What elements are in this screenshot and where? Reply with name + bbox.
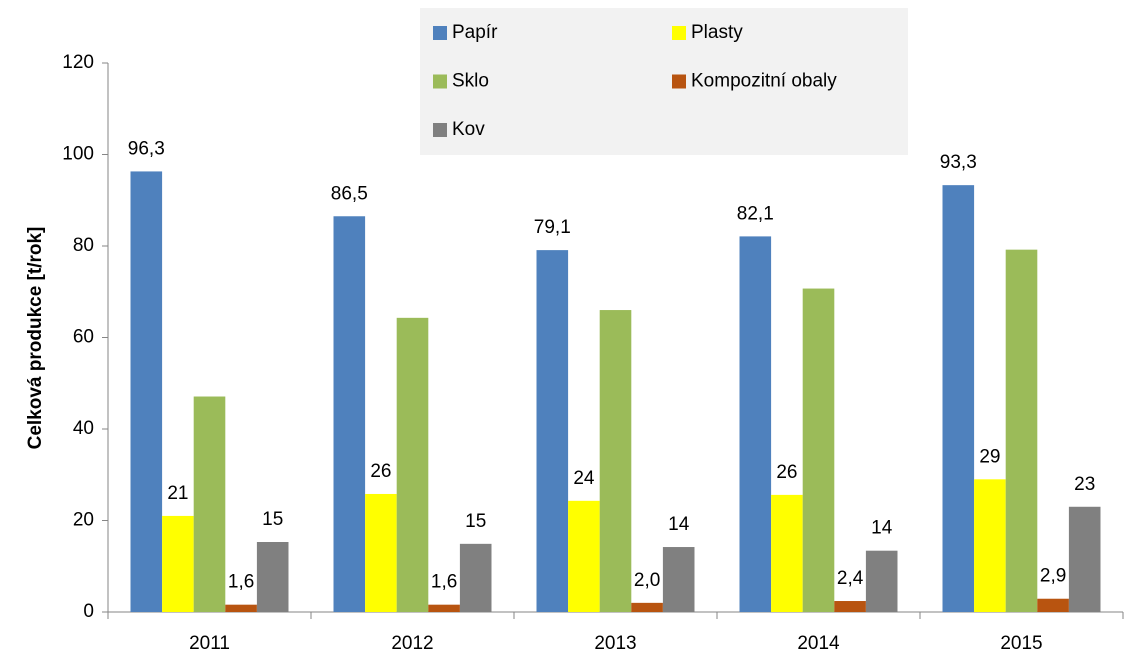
x-tick-label: 2014 bbox=[797, 633, 840, 654]
y-tick-label: 100 bbox=[62, 144, 94, 165]
y-axis-label: Celková produkce [t/rok] bbox=[25, 227, 46, 450]
data-label: 79,1 bbox=[534, 217, 571, 238]
data-label: 29 bbox=[979, 446, 1000, 467]
legend-label: Sklo bbox=[452, 71, 489, 92]
data-label: 1,6 bbox=[431, 572, 457, 593]
bar bbox=[1005, 249, 1038, 612]
data-label: 15 bbox=[465, 511, 486, 532]
data-label: 1,6 bbox=[228, 572, 254, 593]
bar bbox=[631, 602, 663, 612]
bar bbox=[739, 236, 772, 612]
data-label: 14 bbox=[871, 518, 893, 539]
data-label: 26 bbox=[776, 462, 797, 483]
legend-swatch bbox=[672, 74, 686, 89]
x-tick-label: 2015 bbox=[1000, 633, 1042, 654]
y-tick-label: 60 bbox=[73, 327, 94, 348]
data-label: 86,5 bbox=[331, 183, 368, 204]
data-label: 82,1 bbox=[737, 203, 774, 224]
data-label: 2,9 bbox=[1040, 566, 1066, 587]
x-tick-label: 2012 bbox=[391, 633, 433, 654]
data-label: 2,0 bbox=[634, 570, 660, 591]
legend-label: Kompozitní obaly bbox=[691, 71, 837, 92]
bar bbox=[225, 604, 257, 612]
data-label: 23 bbox=[1074, 474, 1095, 495]
bar bbox=[599, 310, 632, 612]
x-tick-label: 2013 bbox=[594, 633, 636, 654]
bar bbox=[333, 216, 366, 612]
bar bbox=[536, 250, 569, 612]
bar bbox=[1068, 506, 1101, 612]
legend-swatch bbox=[433, 26, 447, 40]
bar bbox=[568, 500, 600, 612]
data-label: 2,4 bbox=[837, 568, 864, 589]
bar bbox=[771, 494, 803, 612]
y-tick-label: 0 bbox=[83, 601, 94, 622]
data-label: 14 bbox=[668, 514, 690, 535]
y-tick-label: 20 bbox=[73, 510, 94, 531]
legend-label: Kov bbox=[452, 119, 485, 140]
bar bbox=[834, 601, 866, 612]
bar bbox=[428, 604, 460, 612]
data-label: 21 bbox=[167, 483, 188, 504]
bar bbox=[162, 515, 194, 612]
data-label: 96,3 bbox=[128, 138, 165, 159]
data-label: 93,3 bbox=[940, 152, 977, 173]
data-label: 15 bbox=[262, 509, 283, 530]
legend-box bbox=[420, 8, 908, 155]
bar bbox=[802, 288, 835, 612]
y-tick-label: 80 bbox=[73, 235, 94, 256]
bar bbox=[865, 550, 898, 612]
y-tick-label: 40 bbox=[73, 418, 94, 439]
bar bbox=[256, 542, 289, 612]
legend-swatch bbox=[672, 26, 686, 40]
data-label: 26 bbox=[370, 461, 391, 482]
legend-label: Plasty bbox=[691, 22, 743, 43]
bar bbox=[974, 479, 1006, 612]
bar bbox=[662, 547, 695, 612]
data-label: 24 bbox=[573, 468, 595, 489]
bar bbox=[942, 185, 975, 612]
bar bbox=[1037, 598, 1069, 612]
bar bbox=[193, 396, 226, 612]
x-tick-label: 2011 bbox=[189, 633, 230, 654]
y-tick-label: 120 bbox=[62, 52, 94, 73]
legend-swatch bbox=[433, 74, 447, 89]
legend-label: Papír bbox=[452, 22, 498, 43]
bar bbox=[365, 493, 397, 612]
legend-swatch bbox=[433, 123, 447, 137]
bar bbox=[396, 317, 429, 612]
bar bbox=[459, 543, 492, 612]
bar bbox=[130, 171, 163, 613]
